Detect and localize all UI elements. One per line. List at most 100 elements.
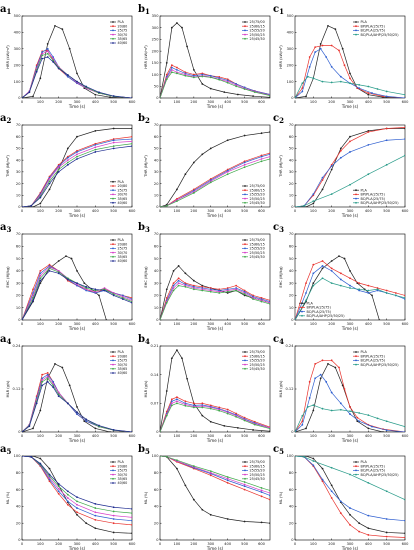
- panel-label-number: 5: [6, 447, 11, 456]
- data-point: [94, 502, 97, 505]
- data-point: [385, 490, 388, 493]
- x-tick-label: 400: [365, 322, 373, 326]
- legend-marker: [112, 42, 114, 44]
- data-point: [295, 431, 296, 432]
- data-point: [48, 266, 51, 269]
- x-tick-label: 100: [173, 100, 181, 104]
- data-point: [57, 395, 60, 398]
- data-point: [32, 456, 34, 457]
- panel-label: b1: [138, 4, 150, 16]
- data-point: [349, 507, 351, 509]
- x-tick-label: 400: [92, 542, 100, 546]
- x-tick-label: 300: [74, 434, 82, 438]
- legend-marker: [355, 359, 357, 362]
- panel-label-letter: c: [273, 222, 279, 233]
- legend-marker: [244, 201, 246, 204]
- data-point: [192, 287, 195, 289]
- y-tick-label: 20: [154, 521, 159, 525]
- legend-marker: [112, 251, 114, 254]
- data-point: [321, 478, 324, 481]
- legend-label: BP/PLA(25/75): [361, 24, 386, 28]
- data-point: [160, 206, 161, 207]
- x-tick-label: 300: [207, 434, 215, 438]
- legend-label: 35/65: [118, 197, 128, 201]
- data-point: [209, 407, 212, 410]
- data-point: [334, 366, 337, 369]
- data-point: [52, 59, 55, 62]
- data-point: [371, 425, 373, 428]
- chart-panel-c3: c30 100 200 300 400 500 600010203040506070Time…: [273, 222, 409, 331]
- data-point: [76, 413, 78, 415]
- panel-label-number: 4: [145, 337, 150, 346]
- legend-marker: [301, 302, 303, 305]
- series-line-4: [160, 69, 270, 98]
- data-point: [30, 456, 33, 458]
- data-point: [181, 26, 183, 29]
- legend-label: 25/45/30: [250, 255, 265, 259]
- data-point: [371, 92, 373, 94]
- data-point: [94, 527, 97, 530]
- data-point: [330, 282, 333, 285]
- data-point: [226, 518, 229, 520]
- y-tick-label: 0.21: [150, 344, 158, 348]
- data-point: [39, 277, 42, 280]
- y-tick-label: 30: [154, 170, 159, 174]
- panel-label-letter: b: [138, 334, 145, 345]
- data-point: [66, 163, 69, 166]
- data-point: [260, 299, 263, 302]
- legend-marker: [112, 243, 114, 246]
- y-tick-label: 60: [154, 488, 159, 492]
- x-tick-label: 0: [21, 434, 24, 438]
- legend-label: 35/65: [118, 367, 128, 371]
- data-point: [184, 283, 187, 286]
- y-axis-label: EHC (MJ/kg): [279, 266, 283, 288]
- x-tick-label: 400: [365, 542, 373, 546]
- y-tick-label: 200: [14, 63, 22, 67]
- data-point: [301, 87, 304, 90]
- x-axis-label: Time (s): [341, 438, 359, 443]
- data-point: [57, 272, 60, 275]
- data-point: [343, 64, 346, 67]
- panel-label-letter: a: [0, 334, 7, 345]
- data-point: [218, 78, 221, 81]
- data-point: [367, 173, 370, 176]
- legend-marker: [355, 465, 357, 468]
- data-point: [131, 519, 132, 522]
- data-point: [98, 91, 100, 94]
- series-line-3: [160, 280, 270, 320]
- legend-marker: [112, 201, 114, 204]
- data-point: [209, 290, 212, 293]
- legend-marker: [244, 243, 246, 246]
- data-point: [112, 522, 115, 525]
- data-point: [226, 292, 229, 294]
- y-tick-label: 40: [289, 505, 294, 509]
- data-point: [176, 400, 178, 403]
- y-tick-label: 100: [14, 80, 22, 84]
- legend-label: 35/65: [118, 37, 128, 41]
- data-point: [382, 431, 384, 432]
- data-point: [295, 456, 296, 457]
- y-tick-label: 80: [16, 471, 21, 475]
- y-tick-label: 20: [289, 294, 294, 298]
- data-point: [112, 292, 115, 294]
- data-point: [385, 518, 388, 520]
- data-point: [385, 420, 388, 423]
- x-tick-label: 200: [190, 100, 198, 104]
- data-point: [376, 417, 379, 420]
- panel-label-letter: c: [273, 334, 279, 345]
- data-point: [269, 96, 270, 98]
- series-line-3: [295, 374, 405, 432]
- data-point: [385, 535, 388, 538]
- series-line-4: [295, 456, 405, 500]
- legend-label: 40/60: [118, 259, 128, 263]
- y-tick-label: 50: [154, 147, 159, 151]
- legend-marker: [244, 197, 246, 200]
- data-point: [306, 406, 309, 408]
- data-point: [121, 298, 124, 301]
- legend-label: 40/60: [118, 481, 128, 485]
- data-point: [160, 97, 161, 98]
- data-point: [243, 166, 246, 169]
- panel-label-number: 3: [279, 225, 284, 234]
- y-axis-label: ML (%): [144, 491, 148, 504]
